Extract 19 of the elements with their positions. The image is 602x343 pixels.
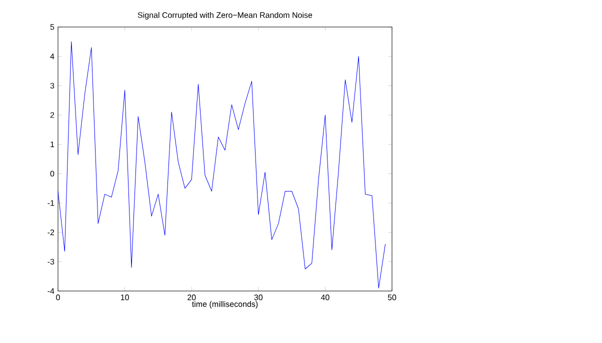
y-tick-label: 3 <box>50 82 54 89</box>
y-tick-label: -4 <box>48 288 54 294</box>
x-tick-label: 0 <box>56 294 60 300</box>
y-tick-label: 5 <box>50 24 54 30</box>
x-axis-title: time (milliseconds) <box>192 301 258 309</box>
x-tick-label: 40 <box>320 294 330 300</box>
y-tick-label: 4 <box>50 54 54 60</box>
x-tick-label: 50 <box>388 294 396 300</box>
y-tick-label: 0 <box>50 170 54 177</box>
y-tick-label: 1 <box>50 142 54 148</box>
y-tick-label: -2 <box>48 230 54 236</box>
x-tick-label: 20 <box>188 294 196 300</box>
y-tick-label: -1 <box>48 200 54 206</box>
chart-title: Signal Corrupted with Zero−Mean Random Noise <box>138 12 312 20</box>
y-tick-label: 2 <box>50 112 54 118</box>
x-tick-label: 30 <box>254 294 263 300</box>
line-series <box>58 41 386 288</box>
y-tick-label: -3 <box>48 258 54 264</box>
x-tick-label: 10 <box>120 294 129 300</box>
